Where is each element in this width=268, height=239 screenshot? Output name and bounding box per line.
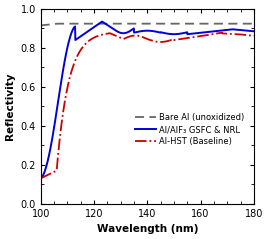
X-axis label: Wavelength (nm): Wavelength (nm) — [96, 224, 198, 234]
Al/AlF₃ GSFC & NRL — [223, 29, 226, 32]
Al/AlF₃ GSFC & NRL — [52, 128, 55, 131]
Al/AlF₃ GSFC & NRL — [175, 33, 178, 36]
Al/AlF₃ GSFC & NRL — [163, 32, 166, 35]
Al-HST (Baseline) — [220, 31, 224, 34]
Bare Al (unoxidized) — [39, 24, 42, 27]
Al-HST (Baseline) — [223, 32, 226, 35]
Al-HST (Baseline) — [52, 171, 55, 174]
Al/AlF₃ GSFC & NRL — [39, 177, 42, 180]
Al-HST (Baseline) — [163, 40, 166, 43]
Bare Al (unoxidized) — [55, 22, 58, 25]
Bare Al (unoxidized) — [223, 22, 226, 25]
Bare Al (unoxidized) — [169, 22, 172, 25]
Al/AlF₃ GSFC & NRL — [252, 30, 256, 33]
Bare Al (unoxidized) — [201, 22, 204, 25]
Line: Al-HST (Baseline): Al-HST (Baseline) — [41, 33, 254, 178]
Bare Al (unoxidized) — [252, 22, 256, 25]
Al-HST (Baseline) — [175, 38, 178, 41]
Bare Al (unoxidized) — [163, 22, 166, 25]
Bare Al (unoxidized) — [175, 22, 178, 25]
Al-HST (Baseline) — [201, 34, 204, 37]
Al-HST (Baseline) — [252, 34, 256, 37]
Y-axis label: Reflectivity: Reflectivity — [5, 73, 15, 140]
Line: Al/AlF₃ GSFC & NRL: Al/AlF₃ GSFC & NRL — [41, 22, 254, 178]
Legend: Bare Al (unoxidized), Al/AlF₃ GSFC & NRL, Al-HST (Baseline): Bare Al (unoxidized), Al/AlF₃ GSFC & NRL… — [132, 110, 248, 149]
Al/AlF₃ GSFC & NRL — [100, 20, 104, 23]
Al-HST (Baseline) — [169, 39, 172, 42]
Al/AlF₃ GSFC & NRL — [201, 31, 204, 34]
Al-HST (Baseline) — [39, 177, 42, 180]
Bare Al (unoxidized) — [52, 22, 55, 25]
Line: Bare Al (unoxidized): Bare Al (unoxidized) — [41, 24, 254, 25]
Al/AlF₃ GSFC & NRL — [169, 33, 172, 35]
